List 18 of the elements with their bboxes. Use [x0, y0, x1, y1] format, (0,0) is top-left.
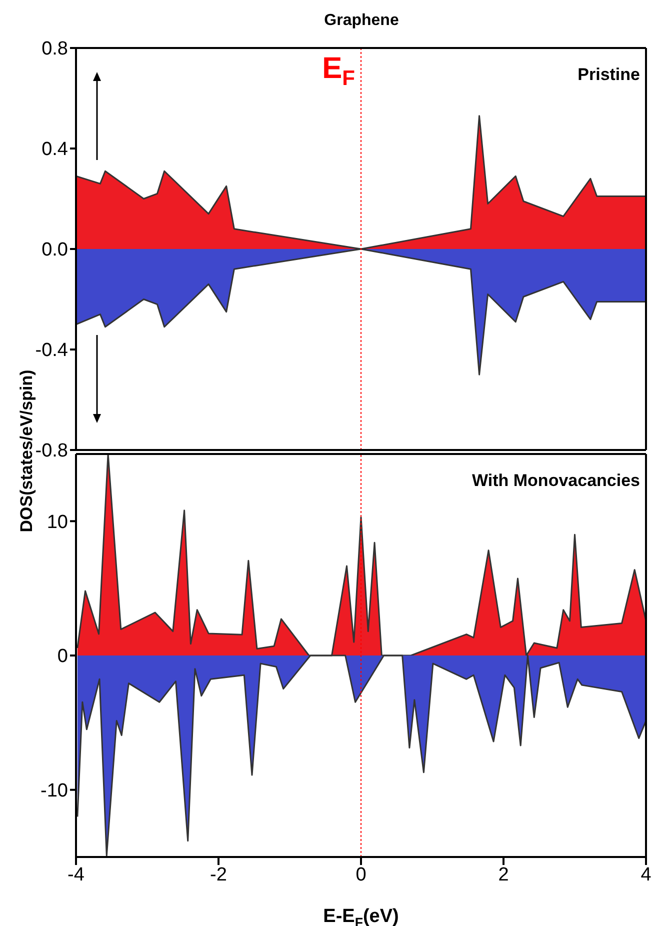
- y-tick-label: 0.0: [42, 240, 68, 261]
- y-tick-label: -0.8: [35, 440, 68, 462]
- y-tick-label: 0.8: [42, 38, 68, 60]
- x-tick-label: 4: [640, 864, 652, 886]
- y-tick-label: 0.4: [42, 139, 68, 160]
- x-tick-label: -4: [68, 864, 85, 886]
- y-axis-title: DOS(states/eV/spin): [17, 370, 36, 532]
- x-tick-label: 2: [498, 864, 509, 886]
- y-tick-label: -0.4: [35, 340, 68, 362]
- ref-line-label: E$_{F}$: [322, 52, 356, 90]
- y-tick-label: 0: [57, 646, 68, 668]
- x-tick-label: 0: [356, 864, 366, 886]
- y-tick-label: -10: [40, 780, 68, 802]
- chart-title: Graphene: [323, 12, 400, 30]
- y-tick-label: 10: [46, 512, 68, 533]
- x-tick-label: -2: [210, 864, 227, 886]
- annotation: With Monovacancies: [472, 471, 640, 491]
- annotation: Pristine: [578, 65, 640, 85]
